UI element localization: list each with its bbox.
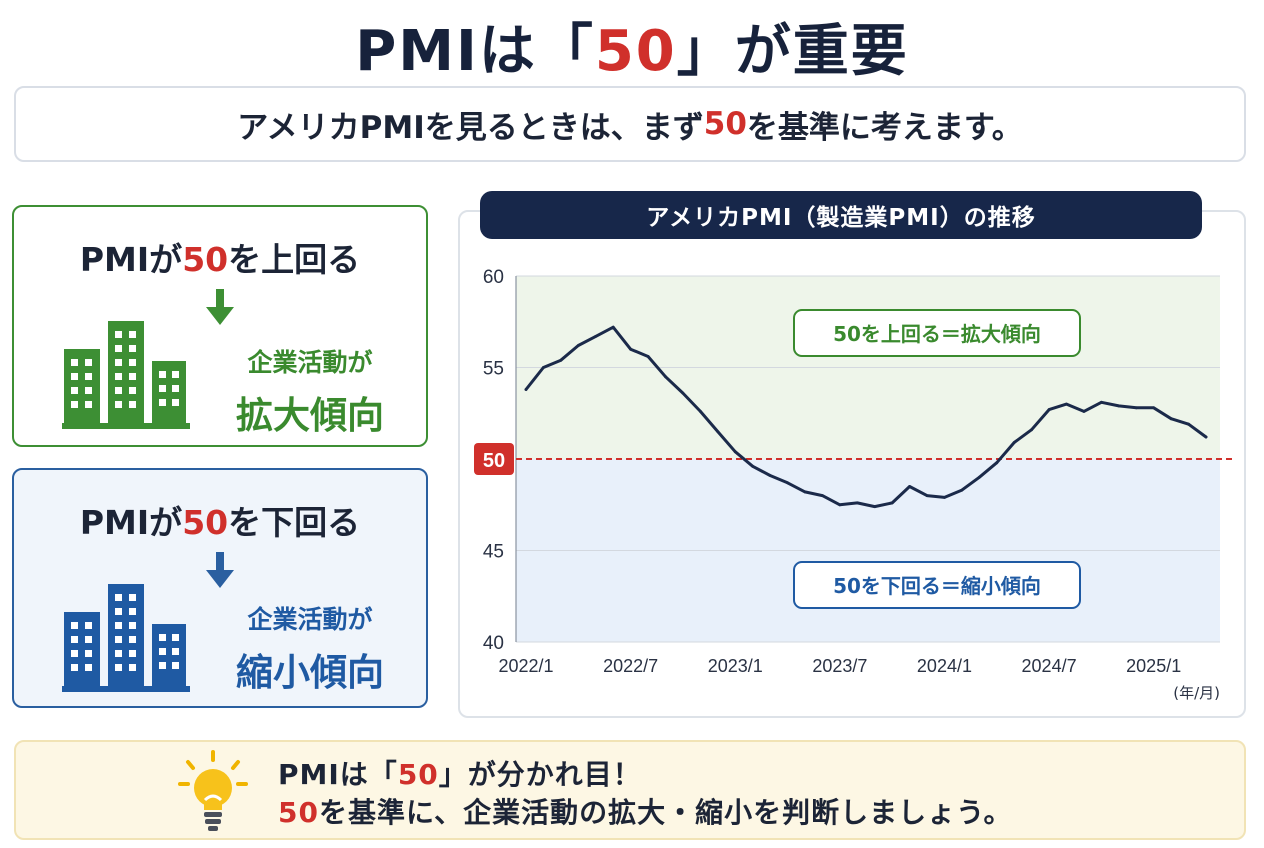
card-above-description: 企業活動が 拡大傾向 (210, 341, 410, 439)
pmi-line-chart: 60 55 45 40 50 50を上回る＝拡大傾向 50を下回る＝縮小傾向 2022/1 20… (474, 267, 1234, 702)
x-unit-label: (年/月) (1173, 684, 1220, 702)
data-point (943, 496, 946, 499)
data-point (1030, 428, 1033, 432)
tip-line-2-post: を基準に、企業活動の拡大・縮小を判断しましょう。 (318, 796, 1013, 829)
card-below-heading-pre: PMIが (79, 503, 183, 542)
data-point (1204, 435, 1208, 439)
data-point (977, 475, 981, 479)
zone-above-label-box (793, 309, 1081, 357)
card-below-heading: PMIが50を下回る (14, 496, 426, 544)
arrow-down-icon (206, 289, 234, 325)
card-below-line1: 企業活動が (247, 605, 373, 634)
title-text-pre: PMIは「 (355, 19, 595, 84)
data-point (890, 501, 894, 505)
data-point (768, 474, 772, 477)
data-point (542, 366, 545, 369)
x-tick-label: 2025/1 (1126, 656, 1181, 676)
card-below-50: PMIが50を下回る 企業活動が 縮小傾向 (12, 468, 428, 708)
x-tick-label: 2024/7 (1022, 656, 1077, 676)
card-above-50: PMIが50を上回る 企業活動が 拡大傾向 (12, 205, 428, 447)
data-point (821, 494, 824, 497)
threshold-badge (474, 443, 514, 475)
threshold-label: 50 (483, 450, 505, 472)
data-point (699, 410, 702, 413)
data-point (594, 335, 598, 338)
card-above-line1: 企業活動が (247, 348, 373, 377)
data-point (786, 481, 789, 485)
tip-box: PMIは「50」が分かれ目！ 50を基準に、企業活動の拡大・縮小を判断しましょう… (14, 740, 1246, 840)
subtitle-box: アメリカPMIを見るときは、まず 50 を基準に考えます。 (14, 86, 1246, 162)
chart-title: アメリカPMI（製造業PMI）の推移 (480, 191, 1202, 239)
tip-line-2-number: 50 (278, 796, 319, 829)
card-below-heading-post: を下回る (228, 503, 361, 542)
title-text-post: 」が重要 (676, 19, 909, 84)
subtitle-text-post: を基準に考えます。 (746, 109, 1023, 146)
title-number: 50 (594, 19, 677, 84)
subtitle-text-pre: アメリカPMIを見るときは、まず (237, 109, 704, 146)
data-point (855, 501, 859, 505)
data-point (559, 358, 563, 362)
x-tick-label: 2024/1 (917, 656, 972, 676)
lightbulb-icon (178, 750, 248, 831)
card-below-line2: 縮小傾向 (236, 651, 384, 694)
data-point (681, 391, 685, 395)
x-tick-label: 2022/7 (603, 656, 658, 676)
tip-line-1: PMIは「50」が分かれ目！ (278, 756, 1012, 794)
card-above-heading-pre: PMIが (79, 240, 183, 279)
data-point (629, 347, 632, 351)
data-point (524, 388, 528, 391)
data-point (716, 430, 720, 433)
y-tick-label: 60 (483, 267, 504, 288)
data-point (960, 488, 964, 492)
data-point (1047, 408, 1051, 411)
data-point (611, 325, 615, 329)
card-above-line2: 拡大傾向 (236, 394, 384, 437)
page-title: PMIは「50」が重要 (0, 6, 1264, 87)
x-tick-label: 2022/1 (498, 656, 553, 676)
data-point (733, 450, 737, 454)
zone-above-label: 50を上回る＝拡大傾向 (833, 322, 1041, 346)
tip-line-1-pre: PMIは「 (278, 758, 398, 791)
data-point (646, 355, 650, 358)
card-above-heading-post: を上回る (228, 240, 361, 279)
data-point (1152, 406, 1156, 410)
subtitle-number: 50 (703, 106, 747, 142)
pmi-series-line (524, 325, 1208, 509)
tip-text: PMIは「50」が分かれ目！ 50を基準に、企業活動の拡大・縮小を判断しましょう… (278, 756, 1012, 832)
zone-below-label: 50を下回る＝縮小傾向 (833, 574, 1041, 598)
y-tick-label: 55 (483, 359, 504, 380)
y-tick-label: 40 (483, 633, 504, 654)
card-below-heading-number: 50 (182, 503, 229, 542)
data-point (908, 485, 911, 488)
data-point (1187, 422, 1190, 426)
data-point (1134, 406, 1138, 410)
y-tick-label: 45 (483, 542, 504, 563)
data-point (1117, 404, 1121, 408)
data-point (751, 464, 755, 468)
data-point (1169, 417, 1173, 421)
zone-below-label-box (793, 561, 1081, 609)
data-point (576, 344, 580, 347)
building-icon (62, 584, 190, 692)
tip-line-2: 50を基準に、企業活動の拡大・縮小を判断しましょう。 (278, 794, 1012, 832)
data-point (995, 461, 999, 465)
tip-line-1-post: 」が分かれ目！ (438, 758, 642, 791)
x-tick-label: 2023/1 (708, 656, 763, 676)
data-point (1082, 410, 1086, 413)
data-point (873, 505, 877, 508)
card-below-description: 企業活動が 縮小傾向 (210, 598, 410, 696)
data-point (1065, 402, 1068, 406)
building-icon (62, 321, 190, 429)
card-above-heading-number: 50 (182, 240, 229, 279)
card-above-heading: PMIが50を上回る (14, 233, 426, 281)
data-point (664, 375, 667, 379)
data-point (838, 503, 842, 507)
tip-line-1-number: 50 (397, 758, 439, 791)
data-point (803, 490, 807, 494)
data-point (925, 494, 929, 497)
data-point (1012, 441, 1016, 444)
data-point (1100, 400, 1103, 404)
arrow-down-icon (206, 552, 234, 588)
x-tick-label: 2023/7 (812, 656, 867, 676)
